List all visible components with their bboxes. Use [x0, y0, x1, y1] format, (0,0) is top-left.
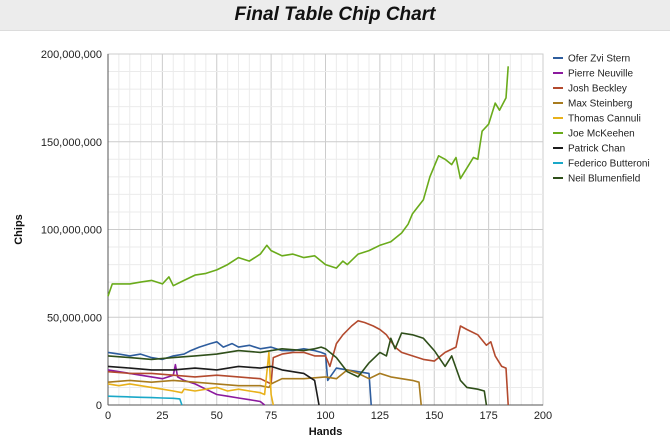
legend-label: Pierre Neuville [568, 69, 633, 80]
y-tick-label: 50,000,000 [47, 312, 102, 324]
legend-label: Ofer Zvi Stern [568, 54, 630, 65]
series-layer [107, 66, 509, 406]
x-tick-label: 50 [211, 410, 223, 422]
x-tick-label: 100 [316, 410, 334, 422]
x-tick-label: 125 [371, 410, 389, 422]
x-tick-label: 150 [425, 410, 443, 422]
title-bar: Final Table Chip Chart [0, 0, 670, 31]
legend-label: Josh Beckley [568, 84, 627, 95]
legend-label: Max Steinberg [568, 99, 632, 110]
x-axis-title: Hands [309, 426, 343, 438]
x-tick-label: 175 [479, 410, 497, 422]
legend-label: Patrick Chan [568, 144, 625, 155]
grid [107, 53, 544, 406]
x-tick-label: 200 [534, 410, 552, 422]
axes: 0 25 50 75 100 125 150 175 200 0 50,000,000 100,000… [41, 49, 552, 422]
series-line-patrick-chan [107, 365, 320, 406]
y-axis-title: Chips [13, 214, 25, 245]
series-line-neil-blumenfield [107, 332, 488, 406]
x-tick-label: 75 [265, 410, 277, 422]
legend: Ofer Zvi Stern Pierre Neuville Josh Beckle… [553, 54, 650, 185]
chart-title: Final Table Chip Chart [234, 4, 436, 25]
legend-label: Neil Blumenfield [568, 174, 640, 185]
legend-label: Federico Butteroni [568, 159, 650, 170]
series-line-federico-butteroni [107, 395, 183, 406]
y-tick-label: 200,000,000 [41, 49, 102, 61]
y-tick-label: 0 [96, 400, 102, 412]
series-line-pierre-neuville [107, 363, 266, 406]
series-line-thomas-cannuli [107, 351, 275, 406]
legend-label: Thomas Cannuli [568, 114, 641, 125]
y-tick-label: 100,000,000 [41, 225, 102, 237]
x-tick-label: 0 [105, 410, 111, 422]
y-tick-label: 150,000,000 [41, 137, 102, 149]
series-line-josh-beckley [107, 320, 509, 406]
x-tick-label: 25 [156, 410, 168, 422]
legend-label: Joe McKeehen [568, 129, 635, 140]
series-line-max-steinberg [107, 369, 422, 406]
series-line-joe-mckeehen [107, 66, 509, 297]
